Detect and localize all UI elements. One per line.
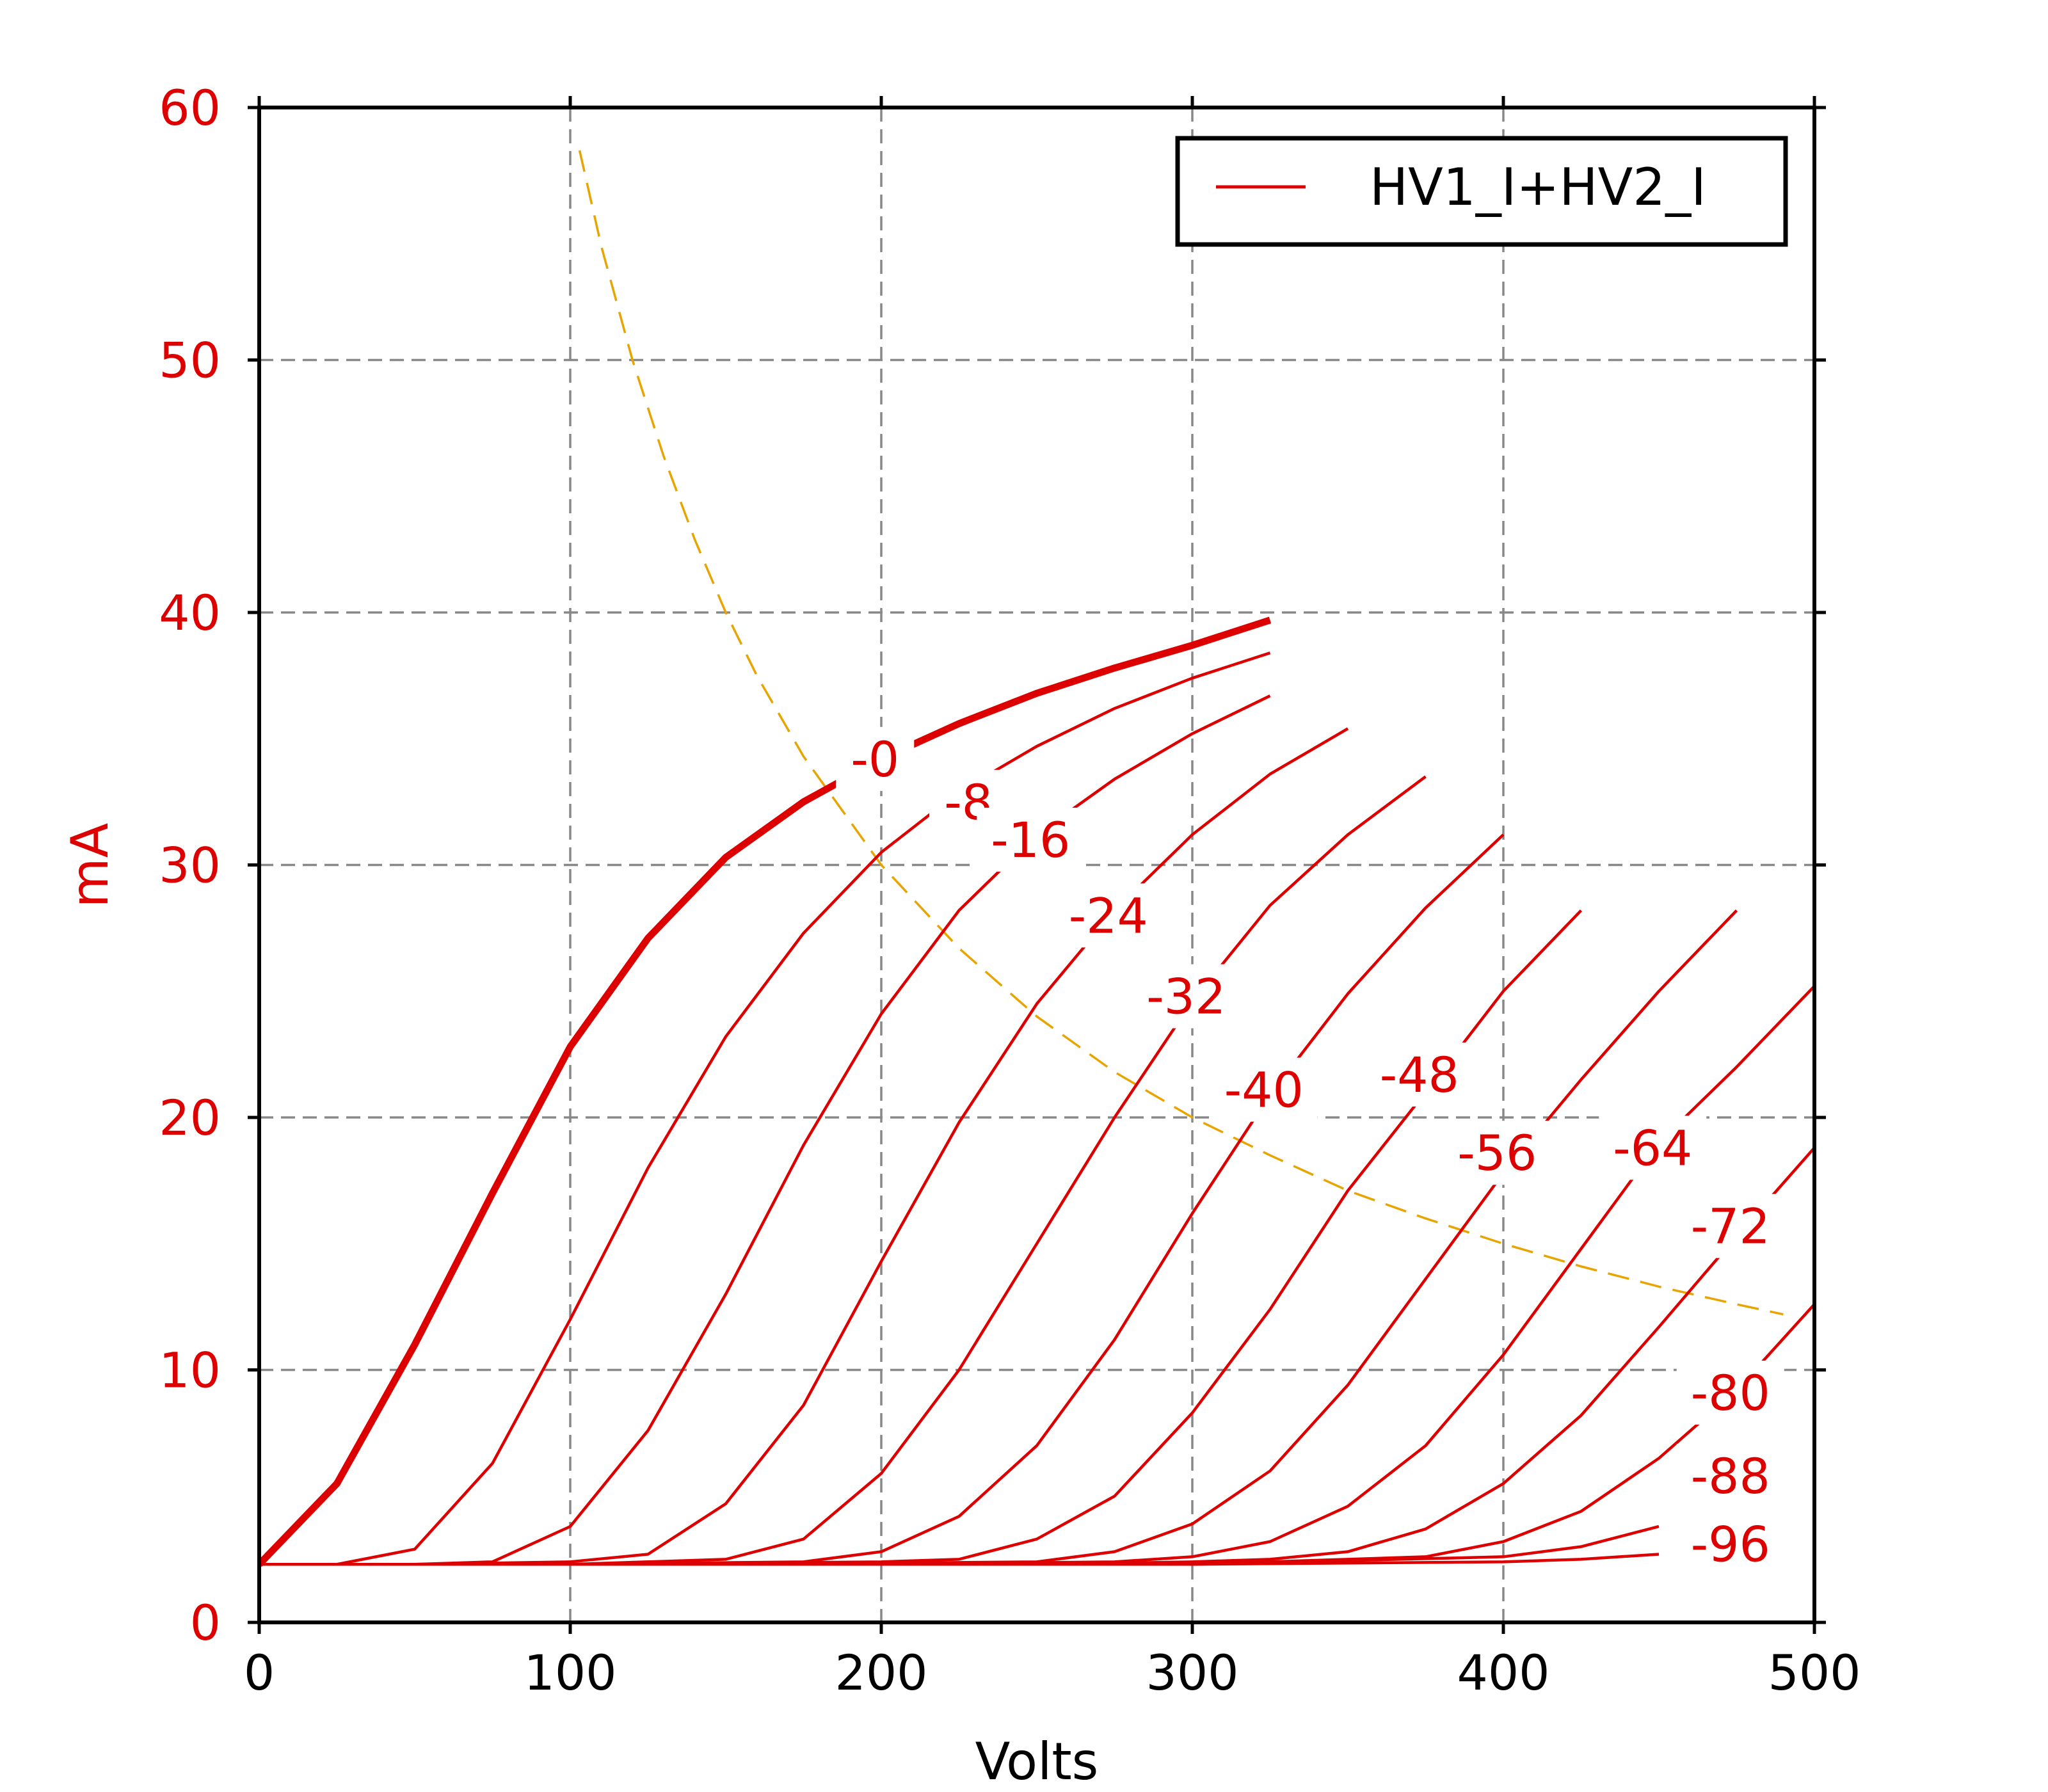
plate-curve-minus0 <box>259 616 1272 1567</box>
curve-label-bg-minus40 <box>1210 1057 1318 1122</box>
legend: HV1_I+HV2_I <box>1175 136 1788 247</box>
curve-label-bg-minus24 <box>1054 883 1162 948</box>
curve-label-bg-minus0 <box>836 726 915 791</box>
x-axis-title: Volts <box>975 1732 1099 1791</box>
curve-label-minus88: -88 <box>1691 1448 1770 1505</box>
plate-curve-minus96 <box>259 1553 1660 1566</box>
curve-label-bg-minus48 <box>1365 1042 1473 1107</box>
curve-label-minus64: -64 <box>1613 1119 1692 1176</box>
x-tick-label: 0 <box>244 1644 275 1701</box>
plate-curve-minus72 <box>259 1146 1814 1566</box>
y-tick-label: 0 <box>190 1594 221 1651</box>
y-axis-title: mA <box>60 822 120 908</box>
plate-curve-minus24 <box>259 727 1349 1566</box>
curve-label-bg-minus16 <box>977 808 1085 872</box>
curve-label-bg-minus56 <box>1443 1121 1551 1185</box>
dissipation-curve <box>578 150 1784 1316</box>
curve-label-bg-minus80 <box>1676 1361 1784 1425</box>
y-tick-label: 40 <box>159 584 221 641</box>
curve-label-bg-minus72 <box>1676 1194 1784 1258</box>
legend-box <box>1175 136 1788 247</box>
curve-label-minus24: -24 <box>1069 887 1148 944</box>
dissipation-curve-group <box>578 150 1784 1316</box>
x-tick-label: 400 <box>1457 1644 1549 1701</box>
curve-label-bg-minus64 <box>1599 1116 1707 1180</box>
x-tick-label: 200 <box>835 1644 927 1701</box>
plate-curves <box>259 616 1814 1567</box>
curve-label-minus32: -32 <box>1146 968 1226 1025</box>
y-tick-label: 30 <box>159 837 221 894</box>
curve-label-minus48: -48 <box>1380 1046 1459 1103</box>
curve-label-minus16: -16 <box>991 812 1070 868</box>
curve-label-bg-minus88 <box>1676 1444 1784 1508</box>
plate-curve-minus8 <box>259 651 1271 1566</box>
y-tick-label: 50 <box>159 332 221 389</box>
curve-label-minus96: -96 <box>1691 1516 1770 1573</box>
legend-label: HV1_I+HV2_I <box>1370 157 1706 217</box>
y-tick-label: 20 <box>159 1089 221 1146</box>
x-tick-label: 500 <box>1768 1644 1860 1701</box>
x-tick-label: 100 <box>524 1644 616 1701</box>
curve-labels: -0-8-16-24-32-40 -48-56 -64-72-80-88-96 <box>836 726 1784 1576</box>
curve-label-minus72: -72 <box>1691 1198 1770 1255</box>
curve-label-bg-minus96 <box>1676 1512 1784 1576</box>
curve-label-minus0: -0 <box>851 731 899 788</box>
axis-ticks: 0 100 200 300 400 500 0 10 20 30 40 50 60 <box>159 79 1860 1701</box>
y-tick-label: 60 <box>159 79 221 136</box>
curve-label-minus80: -80 <box>1691 1364 1770 1421</box>
y-tick-label: 10 <box>159 1342 221 1399</box>
curve-label-minus56: -56 <box>1457 1124 1537 1181</box>
curve-label-minus40: -40 <box>1224 1062 1304 1119</box>
grid <box>259 108 1814 1622</box>
x-tick-label: 300 <box>1146 1644 1238 1701</box>
curve-label-bg-minus32 <box>1132 964 1240 1028</box>
